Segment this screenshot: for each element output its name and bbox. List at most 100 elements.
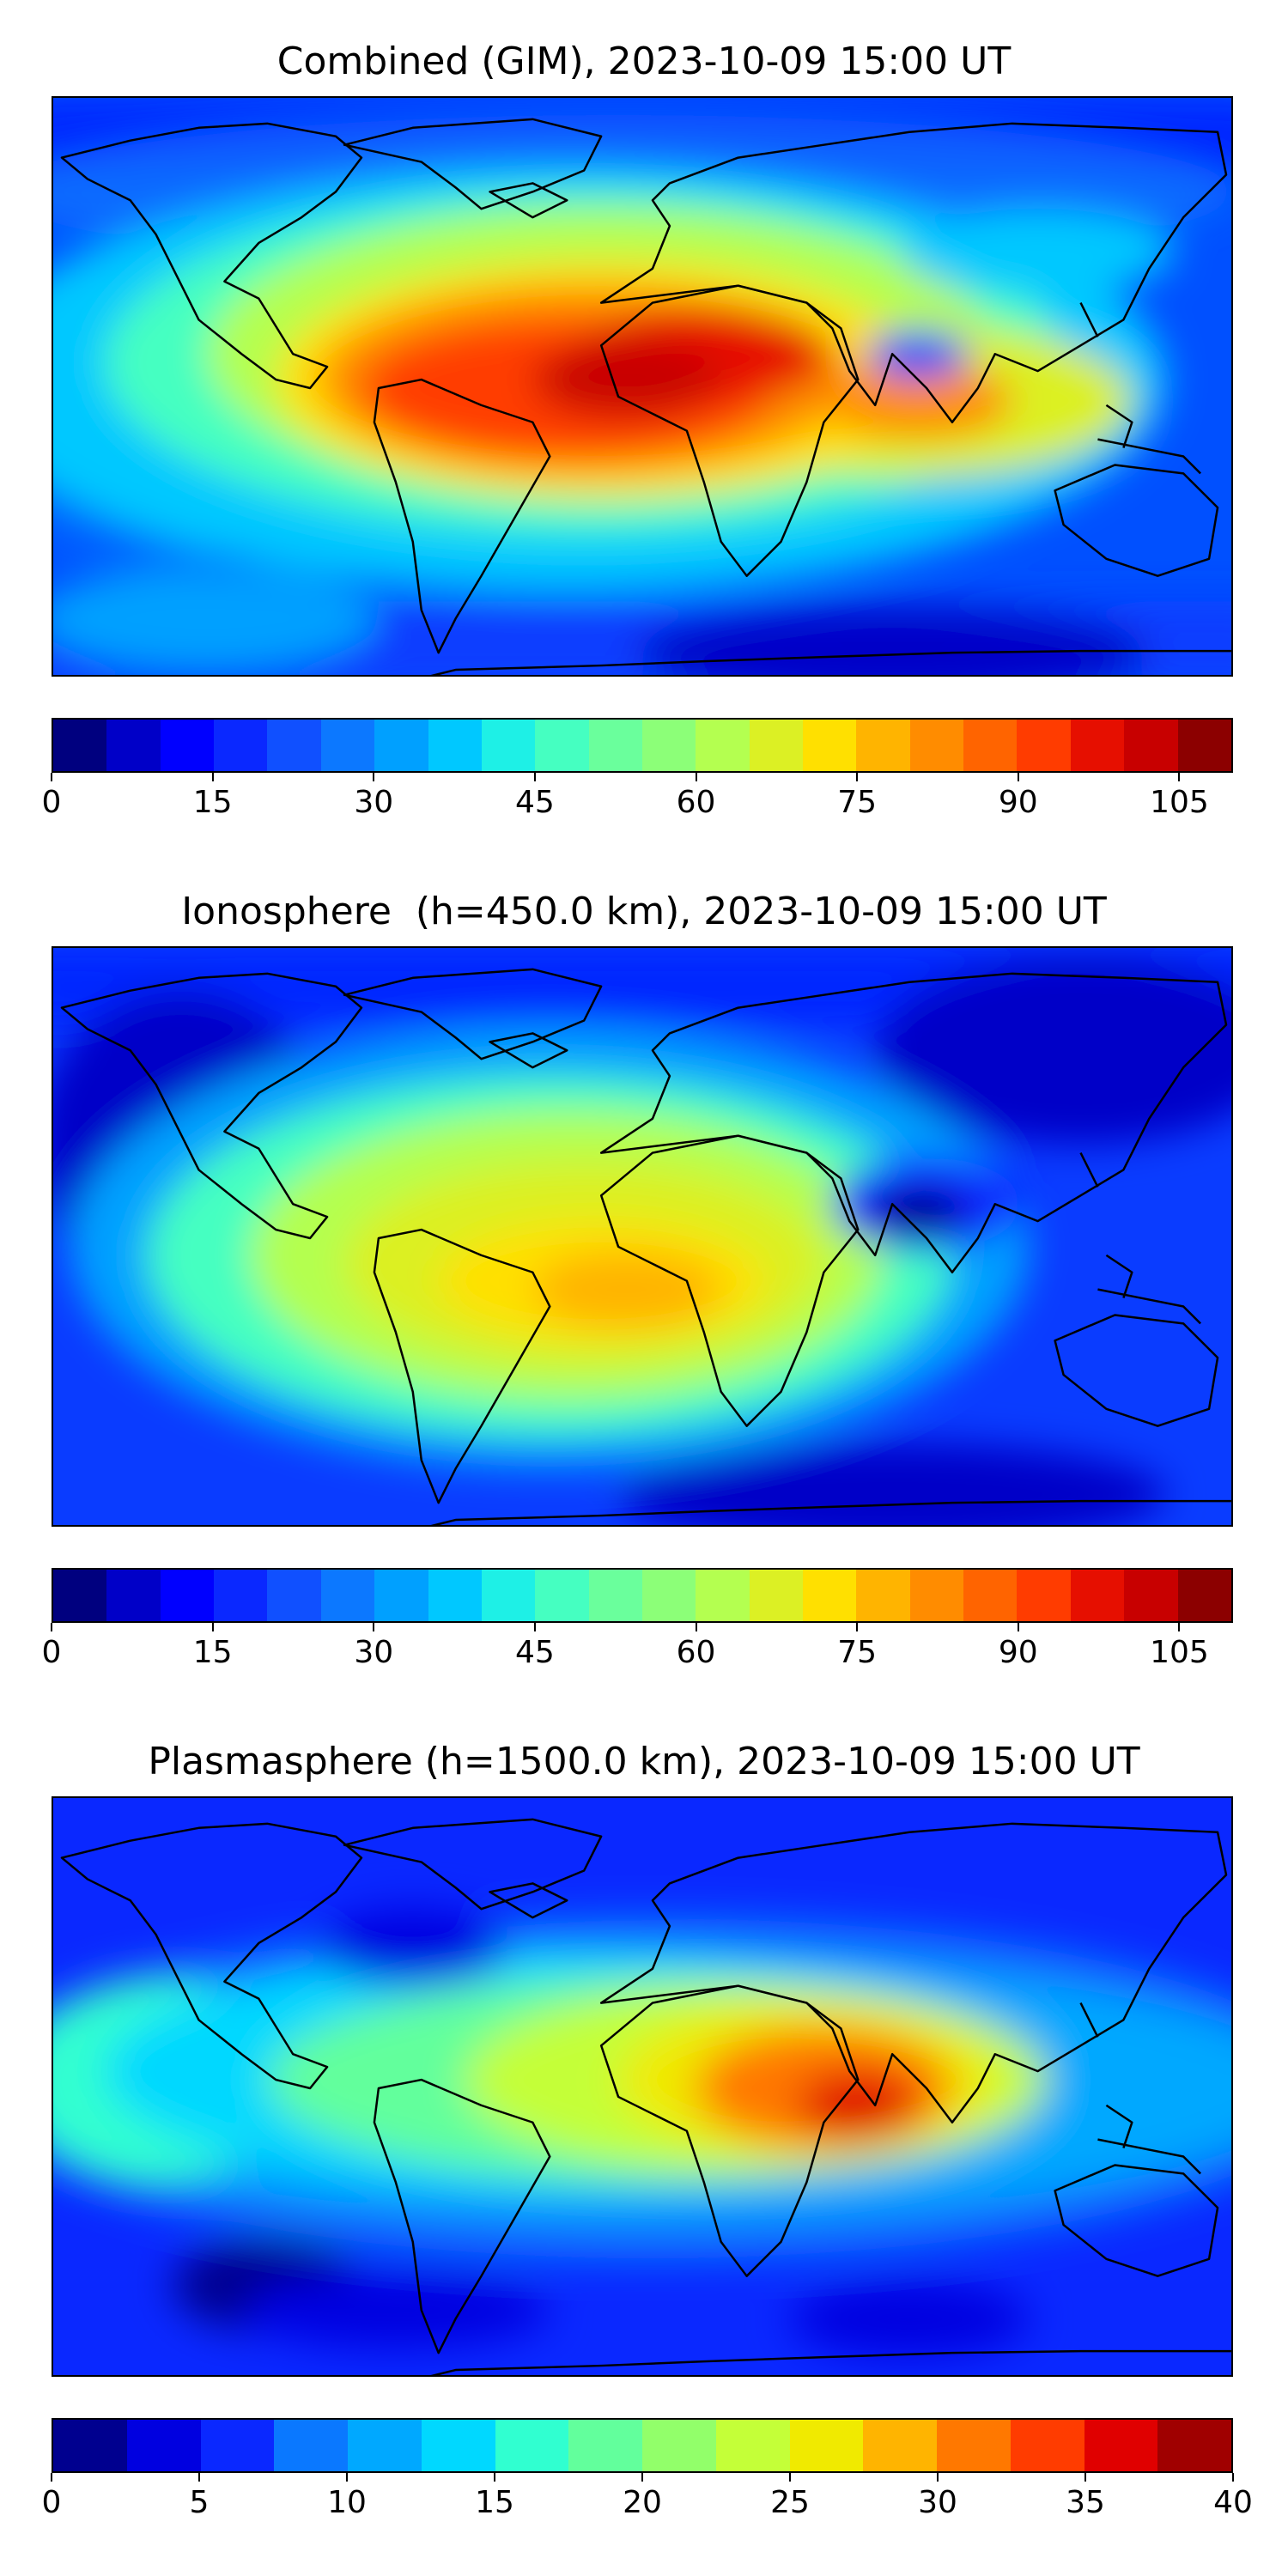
colorbar-tick [533,773,536,781]
colorbar-tick-label: 0 [41,2485,62,2520]
colorbar-segment [421,2420,495,2471]
colorbar-segment [909,720,964,771]
colorbar-segment [348,2420,422,2471]
colorbar-segment [1177,720,1231,771]
colorbar-tick-label: 0 [41,785,62,820]
colorbar-segment [1124,720,1178,771]
colorbar-segment [160,1570,215,1621]
colorbar-tick [51,773,52,781]
colorbar-segment [495,2420,569,2471]
colorbar-tick [1017,773,1019,781]
colorbar-segment [588,1570,642,1621]
coastlines [60,1818,1231,2375]
colorbar-ticks-plasmasphere: 0 5 10 15 20 25 30 35 40 [42,2473,1253,2524]
colorbar-tick-label: 10 [327,2485,367,2520]
colorbar-tick-label: 60 [676,1635,716,1670]
colorbar-segment [428,1570,482,1621]
colorbar-tick [695,773,697,781]
colorbar-ticks-combined: 0 15 30 45 60 75 90 105 [42,773,1233,824]
colorbar-plasmasphere [52,2418,1233,2473]
colorbar-segment [1084,2420,1158,2471]
colorbar-segment [320,720,375,771]
colorbar-segment [1070,1570,1125,1621]
colorbar-segment [963,720,1018,771]
colorbar-tick [198,2473,200,2482]
colorbar-segment [641,1570,696,1621]
colorbar-tick-label: 105 [1150,1635,1209,1670]
map-combined [52,96,1233,677]
colorbar-tick-label: 35 [1066,2485,1105,2520]
colorbar-ticks-ionosphere: 0 15 30 45 60 75 90 105 [42,1623,1233,1674]
colorbar-segment [749,1570,804,1621]
colorbar-tick [51,2473,52,2482]
colorbar-segment [588,720,642,771]
colorbar-segment [789,2420,864,2471]
colorbar-segment [214,720,268,771]
colorbar-segment [856,1570,910,1621]
colorbar-segment [696,720,750,771]
colorbar-tick [346,2473,348,2482]
colorbar-tick-label: 0 [41,1635,62,1670]
panel-title-combined: Combined (GIM), 2023-10-09 15:00 UT [276,39,1012,83]
colorbar-segment [428,720,482,771]
colorbar-tick [1084,2473,1086,2482]
map-plasmasphere [52,1796,1233,2377]
colorbar-segment [200,2420,275,2471]
colorbar-segment [53,2420,127,2471]
colorbar-segment [53,720,107,771]
colorbar-tick [373,1623,375,1631]
colorbar-segment [856,720,910,771]
coastlines [60,118,1231,675]
colorbar-tick-label: 30 [354,785,394,820]
colorbar-segment [909,1570,964,1621]
colorbar-segment [803,720,857,771]
colorbar-segment [481,720,536,771]
colorbar-combined [52,718,1233,773]
colorbar-tick [1017,1623,1019,1631]
colorbar-segment [106,1570,161,1621]
map-ionosphere [52,946,1233,1527]
colorbar-segment [1157,2420,1231,2471]
colorbar-segment [267,1570,321,1621]
colorbar-ionosphere [52,1568,1233,1623]
colorbar-segment [267,720,321,771]
colorbar-segment [715,2420,790,2471]
colorbar-tick [211,1623,214,1631]
colorbar-segment [106,720,161,771]
colorbar-tick-label: 30 [354,1635,394,1670]
colorbar-tick-label: 105 [1150,785,1209,820]
colorbar-segment [803,1570,857,1621]
colorbar-tick-label: 75 [837,785,878,820]
colorbar-segment [568,2420,642,2471]
colorbar-tick [695,1623,697,1631]
colorbar-tick-label: 15 [192,1635,233,1670]
colorbar-tick-label: 90 [998,785,1038,820]
colorbar-segment [126,2420,201,2471]
colorbar-tick [789,2473,791,2482]
coastlines [60,968,1231,1525]
colorbar-segment [535,720,589,771]
colorbar-segment [937,2420,1011,2471]
colorbar-tick-label: 40 [1213,2485,1253,2520]
colorbar-tick [211,773,214,781]
map-combined-svg [53,98,1231,675]
colorbar-tick-label: 15 [192,785,233,820]
colorbar-segment [1017,1570,1071,1621]
colorbar-segment [1070,720,1125,771]
colorbar-tick [373,773,375,781]
map-plasmasphere-svg [53,1798,1231,2375]
colorbar-segment [274,2420,348,2471]
colorbar-tick-label: 25 [770,2485,810,2520]
colorbar-segment [374,1570,428,1621]
colorbar-tick-label: 45 [515,785,555,820]
colorbar-segment [214,1570,268,1621]
colorbar-tick-label: 90 [998,1635,1038,1670]
colorbar-tick [856,1623,859,1631]
colorbar-segment [1017,720,1071,771]
map-ionosphere-svg [53,948,1231,1525]
colorbar-segment [963,1570,1018,1621]
colorbar-tick [937,2473,939,2482]
colorbar-tick [494,2473,495,2482]
colorbar-tick-label: 5 [189,2485,210,2520]
colorbar-segment [481,1570,536,1621]
